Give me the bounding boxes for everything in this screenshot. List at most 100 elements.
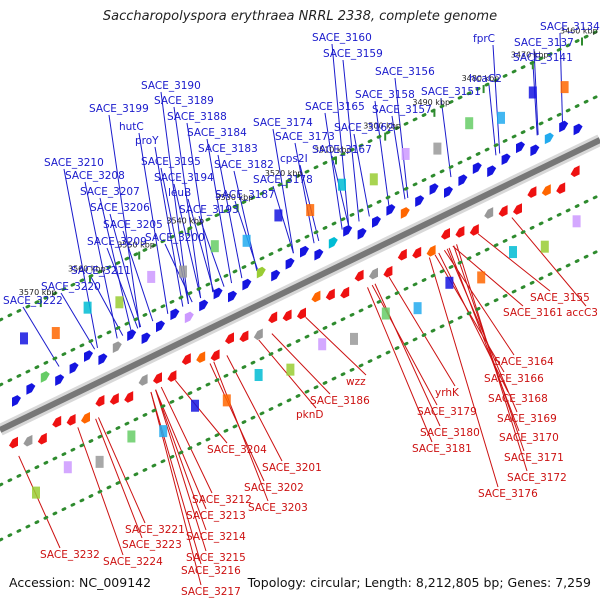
reverse-gene-arrow xyxy=(412,246,422,259)
outer-gene-box xyxy=(242,234,251,247)
forward-gene-arrow xyxy=(98,353,108,365)
gene-label-forward: SACE_3167 xyxy=(312,144,372,156)
reverse-gene-arrow xyxy=(52,415,62,428)
gene-label-reverse: SACE_3224 xyxy=(103,556,163,568)
forward-gene-arrow xyxy=(184,311,194,324)
reverse-gene-arrow xyxy=(354,269,364,282)
forward-gene-arrow xyxy=(170,308,180,321)
reverse-gene-arrow xyxy=(556,182,566,194)
connector-line xyxy=(446,248,518,413)
track-dotted-line xyxy=(0,28,600,322)
connector-line xyxy=(186,122,214,293)
connector-line xyxy=(532,63,538,136)
connector-line xyxy=(90,276,124,336)
reverse-gene-arrow xyxy=(383,265,393,278)
forward-gene-arrow xyxy=(26,383,36,395)
connector-line xyxy=(428,257,499,488)
gene-label-forward: hutC xyxy=(119,121,144,133)
outer-gene-box xyxy=(306,204,315,217)
connector-line xyxy=(122,230,154,322)
gene-label-forward: proY xyxy=(135,135,159,147)
gene-label-forward: SACE_3211 xyxy=(71,265,131,277)
gene-label-reverse: SACE_3202 xyxy=(244,482,304,494)
track-dotted-line xyxy=(0,93,600,387)
gene-label-forward: SACE_3137 xyxy=(514,37,574,49)
forward-gene-arrow xyxy=(386,204,396,216)
outer-gene-box xyxy=(540,240,549,253)
gene-label-forward: SACE_3156 xyxy=(375,66,435,78)
reverse-gene-arrow xyxy=(368,267,378,280)
connector-line xyxy=(106,247,139,329)
forward-gene-arrow xyxy=(199,299,209,312)
gene-label-forward: SACE_3194 xyxy=(154,172,214,184)
forward-gene-arrow xyxy=(285,257,295,270)
kbp-tick-label: 3560 kbp xyxy=(68,264,106,273)
reverse-gene-arrow xyxy=(138,374,148,386)
connector-line xyxy=(324,112,343,230)
gene-label-reverse: SACE_3201 xyxy=(262,462,322,474)
connector-line xyxy=(492,44,501,154)
connector-line xyxy=(84,181,118,339)
outer-gene-box xyxy=(210,240,219,253)
connector-line xyxy=(150,391,202,586)
gene-label-forward: SACE_3189 xyxy=(154,95,214,107)
reverse-gene-arrow xyxy=(253,328,263,341)
gene-label-forward: SACE_3134 xyxy=(540,21,600,33)
forward-gene-arrow xyxy=(487,165,497,178)
gene-label-forward: SACE_3207 xyxy=(80,186,140,198)
gene-label-forward: SACE_3178 xyxy=(253,174,313,186)
forward-gene-arrow xyxy=(300,245,310,258)
gene-label-reverse: pknD xyxy=(296,409,324,421)
connector-line xyxy=(60,292,96,350)
connector-line xyxy=(448,247,520,432)
gene-label-reverse: SACE_3181 xyxy=(412,443,472,455)
outer-gene-box xyxy=(572,215,581,228)
outer-gene-box xyxy=(127,430,136,443)
forward-gene-arrow xyxy=(213,287,223,300)
forward-gene-arrow xyxy=(357,228,367,240)
connector-line xyxy=(367,287,433,443)
connector-line xyxy=(160,167,189,305)
forward-gene-arrow xyxy=(559,120,569,133)
outer-gene-box xyxy=(254,369,263,382)
connector-line xyxy=(226,355,283,462)
reverse-gene-arrow xyxy=(224,332,234,345)
forward-gene-arrow xyxy=(444,186,454,198)
gene-label-reverse: SACE_3221 xyxy=(125,524,185,536)
reverse-gene-arrow xyxy=(282,309,292,322)
kbp-tick-label: 3490 kbp xyxy=(412,98,450,107)
connector-line xyxy=(109,213,142,328)
forward-gene-arrow xyxy=(256,266,266,279)
gene-label-reverse: wzz xyxy=(346,376,366,388)
connector-line xyxy=(391,115,406,200)
gene-label-forward: SACE_3141 xyxy=(513,52,573,64)
gene-label-forward: SACE_3206 xyxy=(90,202,150,214)
kbp-tick-label: 3530 kbp xyxy=(216,193,254,202)
reverse-gene-arrow xyxy=(196,351,206,363)
reverse-gene-arrow xyxy=(469,224,479,236)
gene-label-reverse: SACE_3171 xyxy=(504,452,564,464)
connector-line xyxy=(374,283,441,427)
gene-label-forward: SACE_3199 xyxy=(89,103,149,115)
forward-gene-arrow xyxy=(156,320,166,333)
connector-line xyxy=(154,146,184,307)
gene-features xyxy=(8,81,583,499)
reverse-gene-arrow xyxy=(210,349,220,361)
gene-label-forward: SACE_3209 xyxy=(87,236,147,248)
outer-gene-box xyxy=(63,461,72,474)
forward-gene-arrow xyxy=(112,341,122,353)
connector-line xyxy=(477,233,551,292)
gene-label-forward: SACE_3210 xyxy=(44,157,104,169)
reverse-gene-arrow xyxy=(397,248,407,261)
connector-line xyxy=(299,164,320,242)
reverse-gene-arrow xyxy=(23,434,33,447)
gene-label-reverse: SACE_3232 xyxy=(40,549,100,561)
reverse-gene-arrow xyxy=(311,290,321,303)
connector-line xyxy=(217,154,243,279)
outer-gene-box xyxy=(401,147,410,160)
forward-gene-arrow xyxy=(458,174,468,186)
gene-label-forward: SACE_3190 xyxy=(141,80,201,92)
accession-text: Accession: NC_009142 xyxy=(9,575,152,590)
forward-gene-arrow xyxy=(544,132,554,145)
gene-label-reverse: SACE_3155 xyxy=(530,292,590,304)
